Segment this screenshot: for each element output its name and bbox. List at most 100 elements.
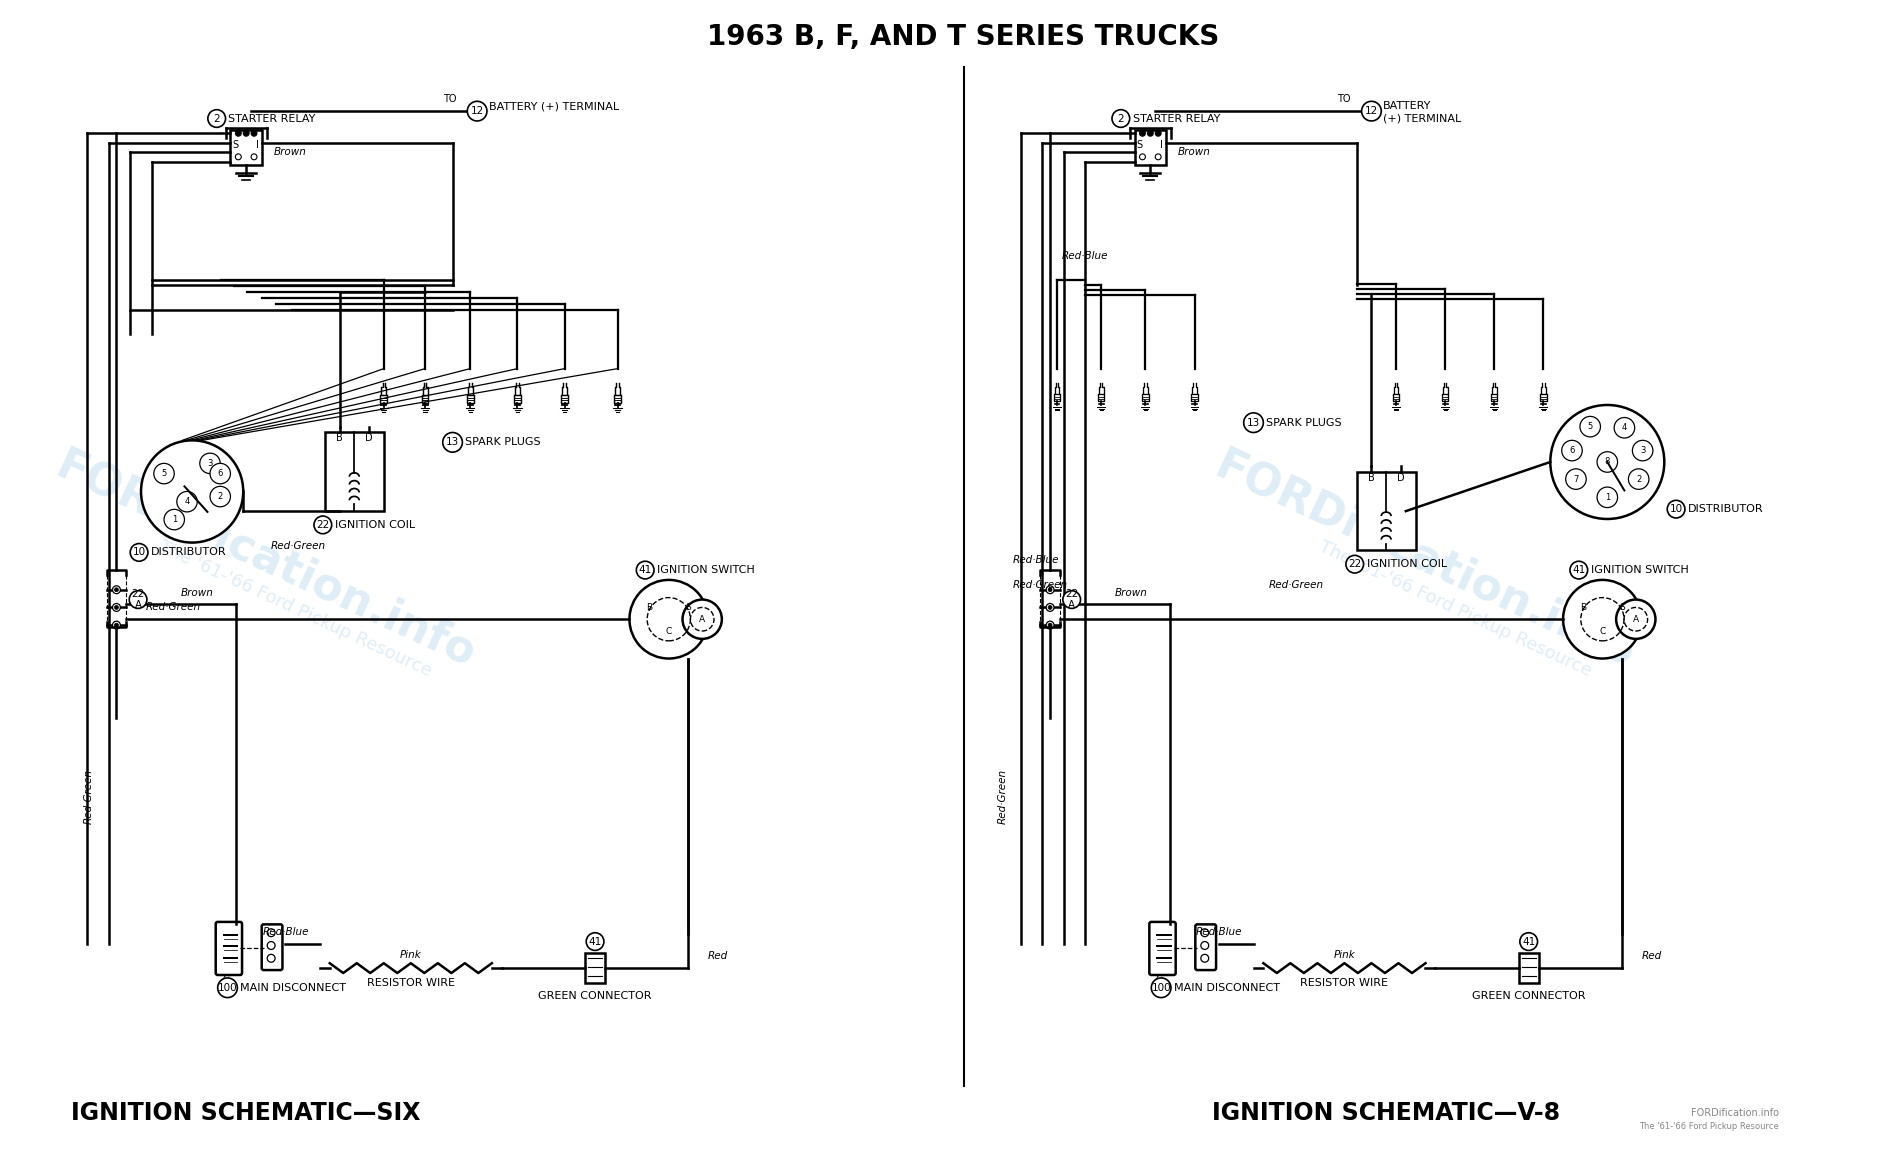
Bar <box>325 432 384 511</box>
Circle shape <box>211 486 230 507</box>
Circle shape <box>1632 440 1653 461</box>
Text: TO: TO <box>1338 94 1351 105</box>
Text: 5: 5 <box>162 469 167 478</box>
Circle shape <box>1047 604 1054 612</box>
Text: (+) TERMINAL: (+) TERMINAL <box>1383 113 1461 123</box>
Text: IGNITION COIL: IGNITION COIL <box>1366 559 1446 569</box>
Text: Red·Green: Red·Green <box>146 603 201 612</box>
Text: 1963 B, F, AND T SERIES TRUCKS: 1963 B, F, AND T SERIES TRUCKS <box>707 23 1220 52</box>
Text: RESISTOR WIRE: RESISTOR WIRE <box>1300 978 1389 988</box>
Text: GREEN CONNECTOR: GREEN CONNECTOR <box>538 990 652 1000</box>
Text: The '61-'66 Ford Pickup Resource: The '61-'66 Ford Pickup Resource <box>1317 538 1594 681</box>
Circle shape <box>131 544 148 561</box>
Circle shape <box>251 130 256 136</box>
Text: 8: 8 <box>1606 458 1609 467</box>
Circle shape <box>1598 452 1617 473</box>
Text: I: I <box>1159 139 1163 150</box>
Text: GREEN CONNECTOR: GREEN CONNECTOR <box>1472 990 1585 1000</box>
Text: Red·Green: Red·Green <box>1269 580 1324 590</box>
Circle shape <box>1148 130 1153 136</box>
Text: 5: 5 <box>1588 422 1592 431</box>
Circle shape <box>629 580 709 659</box>
Circle shape <box>141 440 243 543</box>
Circle shape <box>1155 130 1161 136</box>
Circle shape <box>1668 500 1685 518</box>
Text: 10: 10 <box>133 547 146 558</box>
Text: 41: 41 <box>589 936 602 946</box>
Text: Red·Blue: Red·Blue <box>1013 555 1058 566</box>
Text: TO: TO <box>443 94 456 105</box>
Text: IGNITION SWITCH: IGNITION SWITCH <box>657 565 754 575</box>
Text: FORDification.info: FORDification.info <box>1691 1107 1778 1118</box>
Circle shape <box>154 463 175 484</box>
Text: 22
A: 22 A <box>1066 589 1079 611</box>
Circle shape <box>682 599 722 639</box>
Text: STARTER RELAY: STARTER RELAY <box>1132 114 1220 123</box>
Circle shape <box>467 101 486 121</box>
Text: Red·Green: Red·Green <box>1013 580 1068 590</box>
Circle shape <box>1617 599 1655 639</box>
Circle shape <box>236 130 241 136</box>
Circle shape <box>1520 933 1537 950</box>
Text: Brown: Brown <box>1113 588 1148 598</box>
Bar <box>230 130 262 164</box>
Circle shape <box>1598 488 1617 507</box>
Circle shape <box>112 604 120 612</box>
Text: 12: 12 <box>1364 106 1378 116</box>
Text: IGNITION COIL: IGNITION COIL <box>334 520 414 530</box>
Circle shape <box>1628 469 1649 490</box>
Circle shape <box>1581 416 1600 437</box>
Text: MAIN DISCONNECT: MAIN DISCONNECT <box>1174 983 1281 992</box>
Circle shape <box>1151 978 1170 997</box>
Text: The '61-'66 Ford Pickup Resource: The '61-'66 Ford Pickup Resource <box>156 538 435 681</box>
Text: 41: 41 <box>1571 565 1585 575</box>
Text: 13: 13 <box>1246 417 1260 428</box>
Circle shape <box>1615 417 1634 438</box>
Text: 1: 1 <box>171 515 177 524</box>
Circle shape <box>1345 555 1364 573</box>
Text: 10: 10 <box>1670 504 1683 514</box>
Text: 41: 41 <box>1522 936 1535 946</box>
Circle shape <box>1550 405 1664 519</box>
Text: 100: 100 <box>218 983 238 992</box>
Text: BATTERY (+) TERMINAL: BATTERY (+) TERMINAL <box>488 101 619 112</box>
Text: IGNITION SCHEMATIC—SIX: IGNITION SCHEMATIC—SIX <box>72 1101 422 1125</box>
Text: DISTRIBUTOR: DISTRIBUTOR <box>150 547 226 558</box>
Text: 13: 13 <box>446 437 460 447</box>
Text: 2: 2 <box>1636 475 1642 484</box>
Circle shape <box>114 605 118 610</box>
Text: B: B <box>1368 473 1376 483</box>
Text: 22
A: 22 A <box>131 589 144 611</box>
Circle shape <box>1062 591 1081 608</box>
Text: IGNITION SCHEMATIC—V-8: IGNITION SCHEMATIC—V-8 <box>1212 1101 1560 1125</box>
Circle shape <box>443 432 462 452</box>
Text: Red: Red <box>1642 951 1662 961</box>
Text: Red·Green: Red·Green <box>84 768 93 823</box>
Text: S: S <box>686 603 692 612</box>
Circle shape <box>1049 605 1053 610</box>
Text: BATTERY: BATTERY <box>1383 101 1431 112</box>
Text: 4: 4 <box>184 497 190 506</box>
Text: 1: 1 <box>1606 493 1609 501</box>
Text: 41: 41 <box>638 565 652 575</box>
Circle shape <box>1047 621 1054 629</box>
FancyBboxPatch shape <box>262 925 283 971</box>
Circle shape <box>207 109 226 128</box>
Text: 100: 100 <box>1151 983 1170 992</box>
Circle shape <box>243 130 249 136</box>
Text: RESISTOR WIRE: RESISTOR WIRE <box>367 978 454 988</box>
FancyBboxPatch shape <box>217 922 241 975</box>
Text: Red·Green: Red·Green <box>270 540 327 551</box>
Circle shape <box>177 491 198 512</box>
Text: C: C <box>1155 975 1163 986</box>
Text: 7: 7 <box>1573 475 1579 484</box>
Circle shape <box>1049 623 1053 627</box>
Text: D: D <box>365 434 372 444</box>
Text: Red·Blue: Red·Blue <box>1195 927 1243 936</box>
Text: 22: 22 <box>1349 559 1362 569</box>
Circle shape <box>636 561 654 578</box>
Circle shape <box>129 591 146 608</box>
Text: B: B <box>646 603 652 612</box>
Circle shape <box>163 509 184 530</box>
Circle shape <box>587 933 604 950</box>
